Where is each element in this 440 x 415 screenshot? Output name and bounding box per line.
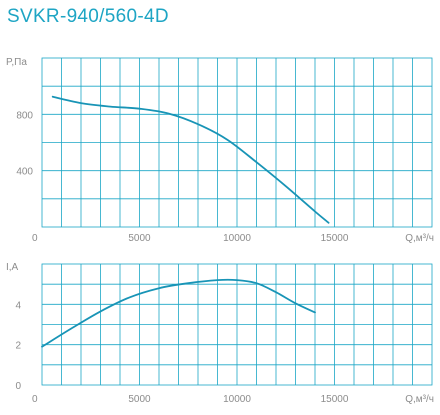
current-y-tick-label: 4 (15, 300, 21, 311)
pressure-x-tick-label: 5000 (128, 233, 151, 244)
pressure-chart: 0 5000 10000 15000 Q,м³/ч 400 800 P,Па (6, 57, 434, 244)
current-x-axis-label: Q,м³/ч (405, 394, 434, 405)
current-x-tick-label: 15000 (321, 394, 349, 405)
current-y-tick-label: 2 (15, 341, 21, 352)
pressure-y-tick-label: 400 (16, 167, 33, 178)
current-chart: 0 5000 10000 15000 Q,м³/ч 0 2 4 I,A (6, 262, 434, 405)
current-x-tick-label: 10000 (223, 394, 251, 405)
pressure-x-axis-label: Q,м³/ч (405, 233, 434, 244)
current-x-tick-label: 0 (32, 394, 38, 405)
pressure-x-tick-label: 0 (32, 233, 38, 244)
pressure-x-tick-label: 15000 (321, 233, 349, 244)
current-x-tick-label: 5000 (128, 394, 151, 405)
pressure-curve (51, 95, 330, 224)
pressure-y-axis-label: P,Па (6, 57, 27, 68)
chart-title: SVKR-940/560-4D (7, 6, 169, 27)
current-curve (41, 278, 316, 348)
current-y-tick-label: 0 (15, 381, 21, 392)
pressure-x-tick-label: 10000 (223, 233, 251, 244)
pressure-y-tick-label: 800 (16, 110, 33, 121)
current-y-axis-label: I,A (6, 262, 19, 273)
